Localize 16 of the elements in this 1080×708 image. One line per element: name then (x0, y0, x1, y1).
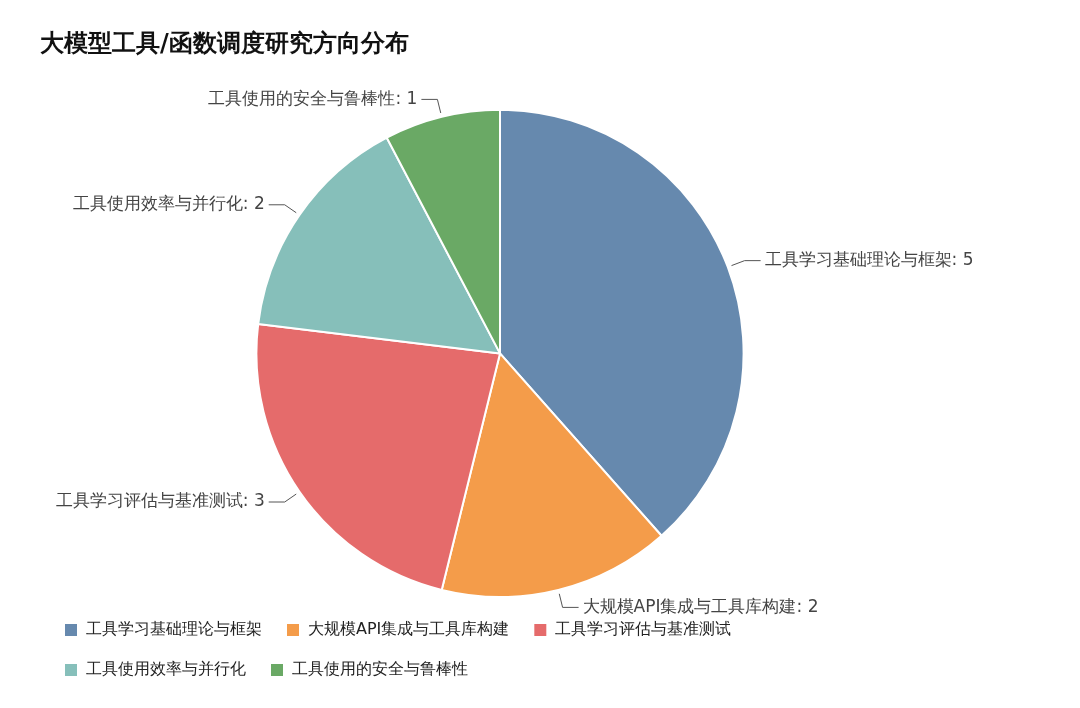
data-label: : 3 (242, 490, 265, 511)
chart-title: 大模型工具/函数调度研究方向分布 (40, 28, 409, 57)
legend-label: 工具使用的安全与鲁棒性 (292, 659, 468, 679)
legend-label: 大规模API集成与工具库构建 (308, 619, 510, 639)
legend-label: 工具学习评估与基准测试 (555, 619, 732, 639)
slice-label: 大规模API集成与工具库构建 (582, 595, 797, 616)
slice-label: 工具学习基础理论与框架 (764, 249, 952, 270)
data-label: : 1 (395, 87, 418, 108)
slice-label: 工具使用的安全与鲁棒性 (208, 87, 396, 108)
data-label: : 2 (796, 595, 819, 616)
data-label: : 5 (951, 249, 974, 270)
slice-label: 工具学习评估与基准测试 (55, 490, 243, 511)
legend-label: 工具使用效率与并行化 (86, 659, 246, 679)
data-label: : 2 (242, 193, 265, 214)
slice-label: 工具使用效率与并行化 (72, 193, 243, 214)
legend-label: 工具学习基础理论与框架 (86, 619, 262, 639)
